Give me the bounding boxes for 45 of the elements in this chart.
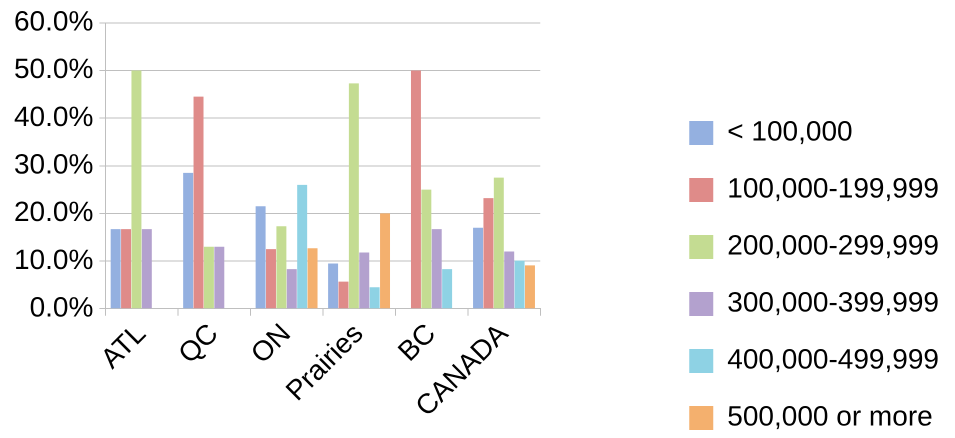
bar <box>328 263 338 308</box>
bar <box>524 265 535 308</box>
legend-label: 400,000-499,999 <box>727 344 939 375</box>
bar <box>142 229 152 308</box>
bar <box>266 249 276 308</box>
bar <box>183 172 194 308</box>
bar <box>370 287 380 308</box>
bar <box>442 269 452 308</box>
bar <box>504 252 514 308</box>
bar <box>308 248 318 308</box>
legend-label: 100,000-199,999 <box>727 172 939 204</box>
bar <box>276 226 286 308</box>
y-tick-label: 30.0% <box>14 148 94 180</box>
bar <box>483 198 494 308</box>
bar <box>338 282 348 308</box>
y-tick-label: 0.0% <box>30 291 94 322</box>
y-tick-label: 60.0% <box>14 6 94 37</box>
bar <box>110 229 121 308</box>
bar <box>473 228 484 308</box>
bar <box>214 246 224 308</box>
bar <box>297 184 308 308</box>
bar <box>121 229 132 308</box>
bar <box>380 213 390 308</box>
bar <box>194 96 204 308</box>
bar <box>359 252 370 308</box>
legend-label: 500,000 or more <box>727 400 933 432</box>
y-tick-label: 50.0% <box>14 53 94 84</box>
x-tick-label: QC <box>172 317 224 370</box>
legend-label: 300,000-399,999 <box>727 286 939 318</box>
legend-label: 200,000-299,999 <box>727 230 939 261</box>
bar <box>432 229 442 308</box>
y-tick-label: 40.0% <box>14 100 94 132</box>
bar <box>514 260 525 308</box>
bar <box>256 206 266 308</box>
x-tick-label: ATL <box>94 317 152 374</box>
bar <box>131 70 142 308</box>
y-tick-label: 20.0% <box>14 196 94 228</box>
bar <box>410 70 421 308</box>
legend-label: < 100,000 <box>727 116 853 147</box>
bar <box>204 246 214 308</box>
y-tick-label: 10.0% <box>14 244 94 275</box>
bar <box>421 190 432 308</box>
bar <box>286 269 297 308</box>
bar <box>348 83 359 308</box>
bar <box>494 178 504 308</box>
